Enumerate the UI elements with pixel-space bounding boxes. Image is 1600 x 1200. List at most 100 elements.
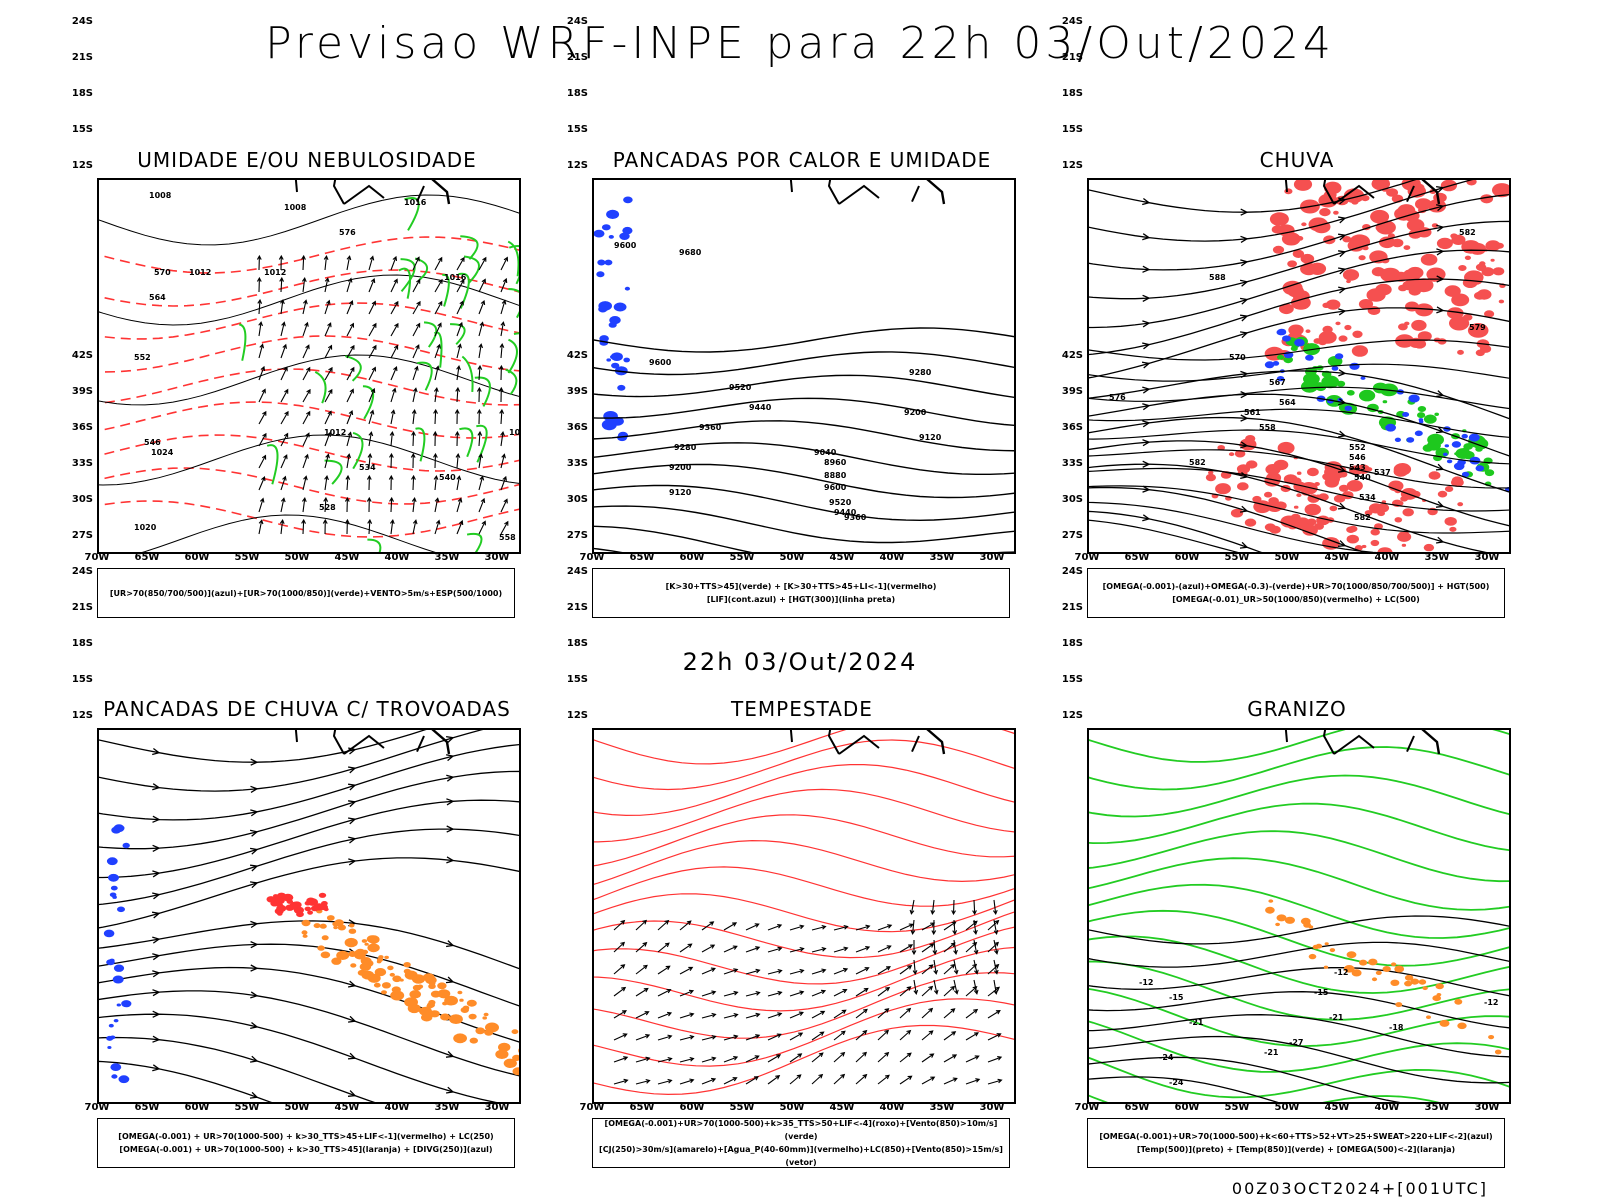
latitude-tick-label: 21S [1061,52,1083,63]
longitude-tick-label: 55W [234,1102,260,1113]
latitude-tick-label: 21S [71,602,93,613]
latitude-tick-label: 15S [566,674,588,685]
map-boundaries [789,730,946,755]
longitude-tick-label: 65W [1124,552,1150,563]
contour-label: 9680 [679,248,702,257]
latitude-tick-label: 12S [71,160,93,171]
map-boundaries [1284,730,1441,755]
latitude-tick-label: 12S [1061,710,1083,721]
latitude-tick-label: 39S [566,386,588,397]
contour-label: 558 [1259,423,1276,432]
longitude-tick-label: 45W [829,552,855,563]
thunderstorm-red [266,892,329,918]
panel-title: PANCADAS POR CALOR E UMIDADE [612,148,992,172]
contour-label: 1008 [284,203,307,212]
latitude-tick-label: 39S [71,386,93,397]
contour-label: -21 [1264,1048,1279,1057]
longitude-tick-label: 35W [929,552,955,563]
longitude-tick-label: 65W [134,1102,160,1113]
legend-line: [K>30+TTS>45](verde) + [K>30+TTS>45+LI<-… [665,582,937,591]
longitude-tick-label: 40W [1374,552,1400,563]
contour-label: 9040 [814,448,837,457]
longitude-tick-label: 60W [679,552,705,563]
contour-label: 9600 [824,483,847,492]
map-boundaries [294,180,451,205]
contour-label: 9360 [844,513,867,522]
latitude-tick-label: 27S [566,530,588,541]
contour-label: -24 [1169,1078,1184,1087]
map-boundaries [294,730,451,755]
humidity-green-contours [238,197,519,552]
contour-label: -12 [1484,998,1498,1007]
longitude-tick-label: 30W [1474,552,1500,563]
contour-label: 570 [1229,353,1246,362]
contour-label: 9280 [909,368,932,377]
latitude-tick-label: 15S [1061,124,1083,135]
legend-line: [CJ(250)>30m/s](amarelo)+[Agua_P(40-60mm… [599,1145,1003,1167]
contour-label: -27 [1289,1038,1303,1047]
longitude-tick-label: 45W [334,552,360,563]
longitude-tick-label: 35W [1424,1102,1450,1113]
latitude-tick-label: 15S [71,124,93,135]
contour-label: 564 [149,293,166,302]
contour-label: 8960 [824,458,847,467]
contour-label: 1012 [264,268,286,277]
contour-label: 9600 [649,358,672,367]
latitude-tick-label: 21S [71,52,93,63]
latitude-tick-label: 18S [566,88,588,99]
panel-title: TEMPESTADE [731,697,873,721]
legend-box: [OMEGA(-0.001) + UR>70(1000-500) + k>30_… [97,1118,515,1168]
longitude-tick-label: 70W [84,552,110,563]
contour-label: 8880 [824,471,847,480]
latitude-tick-label: 30S [1061,494,1083,505]
contour-label: 528 [319,503,336,512]
longitude-tick-label: 55W [1224,1102,1250,1113]
contour-label: 1008 [149,191,172,200]
latitude-tick-label: 39S [1061,386,1083,397]
temp850-contours [1089,730,1509,1102]
latitude-tick-label: 12S [71,710,93,721]
contour-label: 9200 [904,408,927,417]
contour-label: -15 [1314,988,1329,997]
longitude-tick-label: 35W [1424,552,1450,563]
map-panel: PANCADAS DE CHUVA C/ TROVOADAS 12S 15S 18S 2… [37,350,527,1178]
latitude-tick-label: 36S [1061,422,1083,433]
longitude-tick-label: 40W [384,1102,410,1113]
latitude-tick-label: 33S [1061,458,1083,469]
longitude-tick-label: 50W [779,1102,805,1113]
panel-title: GRANIZO [1247,697,1347,721]
contour-label: 1016 [404,198,427,207]
legend-box: [UR>70(850/700/500)](azul)+[UR>70(1000/8… [97,568,515,618]
contour-label: 582 [1189,458,1206,467]
contour-label: 567 [1269,378,1286,387]
contour-label: 534 [1359,493,1376,502]
map-panel: TEMPESTADE 12S 15S 18S 21S 24S 27S 30S 33S 36S 39S… [532,350,1022,1178]
longitude-tick-label: 45W [1324,552,1350,563]
legend-line: [LIF](cont.azul) + [HGT(300)](linha pret… [706,595,896,604]
latitude-tick-label: 24S [566,16,588,27]
contour-label: 9440 [834,508,857,517]
contour-label: -21 [1189,1018,1204,1027]
contour-labels: 9600968096009520944093609280920091209040… [614,241,942,522]
latitude-tick-label: 33S [566,458,588,469]
contour-label: 1020 [134,523,157,532]
legend-box: [K>30+TTS>45](verde) + [K>30+TTS>45+LI<-… [592,568,1010,618]
latitude-tick-label: 24S [71,16,93,27]
contour-label: 552 [134,353,151,362]
contour-label: -12 [1334,968,1348,977]
contour-label: 582 [1354,513,1371,522]
thunderstorm-orange [301,908,519,1076]
legend-line: [OMEGA(-0.001)+UR>70(1000-500)+k>35_TTS>… [604,1119,998,1141]
latitude-tick-label: 18S [71,638,93,649]
lc850-streamlines [594,730,1014,1096]
rain-red-south [1205,435,1464,552]
longitude-tick-label: 45W [334,1102,360,1113]
contour-label: 9200 [669,463,692,472]
weather-map [592,728,1016,1104]
map-panel: GRANIZO -12 -15 -15 -12 -21 -21 -18 -27 -24 -21 -24… [1027,350,1517,1178]
contour-label: 1016 [444,273,467,282]
legend-line: [OMEGA(-0.01)_UR>50(1000/850)(vermelho) … [1172,595,1420,604]
longitude-tick-label: 40W [879,552,905,563]
latitude-tick-label: 36S [71,422,93,433]
longitude-tick-label: 60W [184,552,210,563]
